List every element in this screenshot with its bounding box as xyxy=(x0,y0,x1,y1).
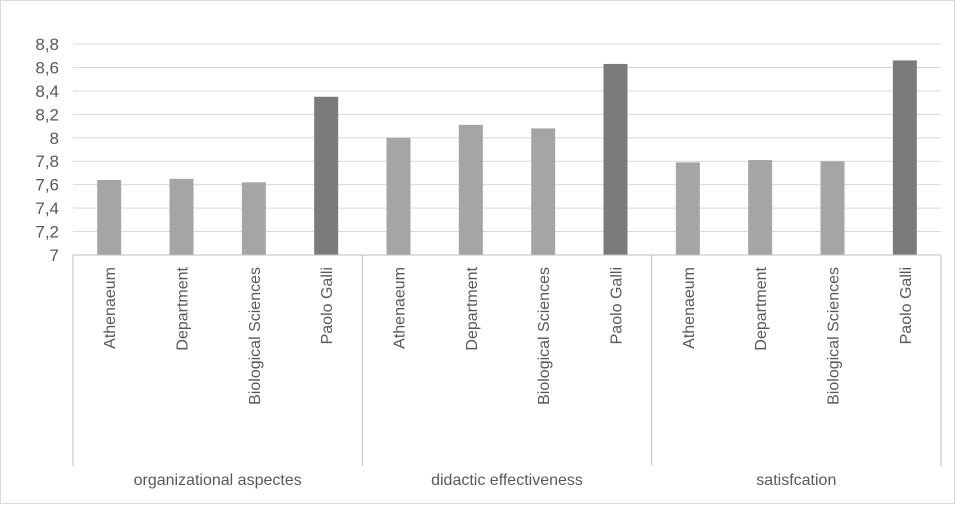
bar xyxy=(169,178,194,255)
bar xyxy=(603,63,628,255)
group-label: satisfcation xyxy=(756,472,836,489)
category-label: Paolo Galli xyxy=(609,267,626,344)
bar xyxy=(314,96,339,255)
bar xyxy=(97,179,122,255)
group-label: didactic effectiveness xyxy=(431,472,583,489)
y-tick-label: 8,4 xyxy=(35,82,59,101)
bars xyxy=(97,60,917,256)
category-label: Athenaeum xyxy=(102,267,119,349)
y-tick-label: 8,2 xyxy=(35,105,59,124)
y-tick-label: 7,2 xyxy=(35,223,59,242)
category-label: Paolo Galli xyxy=(898,267,915,344)
bar xyxy=(386,137,411,255)
category-label: Biological Sciences xyxy=(826,267,843,405)
y-tick-label: 7,6 xyxy=(35,176,59,195)
category-label: Department xyxy=(464,266,481,350)
bar xyxy=(748,160,773,255)
category-label: Biological Sciences xyxy=(536,267,553,405)
bar xyxy=(458,124,483,255)
axes xyxy=(72,254,942,466)
bar xyxy=(675,162,700,255)
labels: 7 7,2 7,4 7,6 7,8 8 8,2 8,4 8,6 8,8 Athenaeum Depar… xyxy=(35,35,914,489)
bar xyxy=(820,161,845,255)
gridlines xyxy=(73,43,941,233)
category-label: Department xyxy=(753,266,770,350)
group-label: organizational aspectes xyxy=(134,472,302,489)
y-tick-label: 8,6 xyxy=(35,58,59,77)
bar xyxy=(241,182,266,255)
category-label: Paolo Galli xyxy=(319,267,336,344)
y-tick-label: 8,8 xyxy=(35,35,59,54)
y-tick-label: 8 xyxy=(50,129,59,148)
category-label: Athenaeum xyxy=(681,267,698,349)
category-label: Department xyxy=(175,266,192,350)
y-tick-label: 7 xyxy=(50,246,59,265)
y-tick-label: 7,8 xyxy=(35,152,59,171)
bar xyxy=(531,128,556,255)
y-tick-label: 7,4 xyxy=(35,199,59,218)
category-label: Biological Sciences xyxy=(247,267,264,405)
bar xyxy=(892,60,917,256)
category-label: Athenaeum xyxy=(392,267,409,349)
